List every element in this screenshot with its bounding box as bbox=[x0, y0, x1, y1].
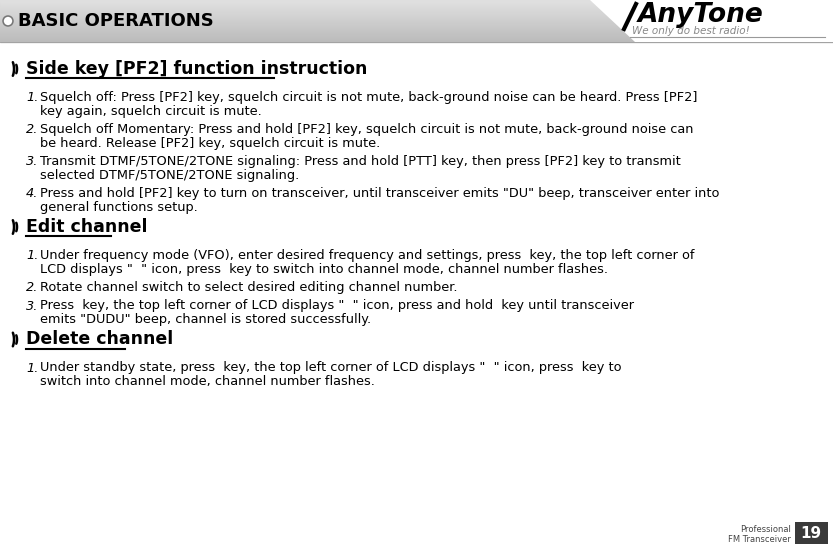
Text: switch into channel mode, channel number flashes.: switch into channel mode, channel number… bbox=[40, 375, 375, 388]
Bar bbox=[0, 20, 833, 21]
Bar bbox=[0, 30, 833, 31]
Text: Under frequency mode (VFO), enter desired frequency and settings, press  key, th: Under frequency mode (VFO), enter desire… bbox=[40, 249, 695, 262]
Text: Squelch off Momentary: Press and hold [PF2] key, squelch circuit is not mute, ba: Squelch off Momentary: Press and hold [P… bbox=[40, 123, 694, 136]
Text: emits "DUDU" beep, channel is stored successfully.: emits "DUDU" beep, channel is stored suc… bbox=[40, 313, 372, 326]
Bar bbox=[0, 41, 833, 42]
Text: be heard. Release [PF2] key, squelch circuit is mute.: be heard. Release [PF2] key, squelch cir… bbox=[40, 136, 380, 150]
Bar bbox=[0, 4, 833, 5]
Text: selected DTMF/5TONE/2TONE signaling.: selected DTMF/5TONE/2TONE signaling. bbox=[40, 168, 299, 182]
Bar bbox=[0, 24, 833, 25]
Bar bbox=[0, 16, 833, 17]
Polygon shape bbox=[590, 0, 833, 42]
Bar bbox=[0, 37, 833, 38]
Bar bbox=[0, 19, 833, 20]
Bar bbox=[0, 17, 833, 18]
Bar bbox=[0, 12, 833, 13]
Bar bbox=[0, 15, 833, 16]
Text: 3.: 3. bbox=[26, 300, 38, 312]
Bar bbox=[0, 8, 833, 9]
Text: AnyTone: AnyTone bbox=[638, 2, 764, 28]
Bar bbox=[0, 28, 833, 29]
Bar bbox=[0, 40, 833, 41]
Bar bbox=[0, 5, 833, 6]
Text: Press  key, the top left corner of LCD displays "  " icon, press and hold  key u: Press key, the top left corner of LCD di… bbox=[40, 300, 634, 312]
Bar bbox=[0, 13, 833, 14]
Text: 2.: 2. bbox=[26, 281, 38, 294]
Text: Squelch off: Press [PF2] key, squelch circuit is not mute, back-ground noise can: Squelch off: Press [PF2] key, squelch ci… bbox=[40, 91, 697, 104]
Text: 4.: 4. bbox=[26, 187, 38, 200]
Circle shape bbox=[3, 16, 13, 26]
Bar bbox=[0, 32, 833, 33]
Text: 2.: 2. bbox=[26, 123, 38, 136]
Bar bbox=[0, 34, 833, 35]
Bar bbox=[0, 21, 833, 22]
Bar bbox=[0, 7, 833, 8]
Bar bbox=[0, 10, 833, 11]
Bar bbox=[0, 36, 833, 37]
Bar bbox=[0, 14, 833, 15]
Bar bbox=[0, 1, 833, 2]
Bar bbox=[0, 27, 833, 28]
Bar bbox=[0, 18, 833, 19]
Bar bbox=[0, 29, 833, 30]
Text: 1.: 1. bbox=[26, 249, 38, 262]
Text: Professional: Professional bbox=[741, 524, 791, 533]
Bar bbox=[0, 0, 833, 1]
Bar bbox=[0, 3, 833, 4]
Text: FM Transceiver: FM Transceiver bbox=[728, 534, 791, 544]
Bar bbox=[0, 9, 833, 10]
Bar bbox=[0, 38, 833, 39]
Bar bbox=[0, 31, 833, 32]
Bar bbox=[0, 39, 833, 40]
Text: Rotate channel switch to select desired editing channel number.: Rotate channel switch to select desired … bbox=[40, 281, 457, 294]
Bar bbox=[0, 23, 833, 24]
Text: key again, squelch circuit is mute.: key again, squelch circuit is mute. bbox=[40, 104, 262, 118]
Text: 1.: 1. bbox=[26, 362, 38, 374]
Text: 1.: 1. bbox=[26, 91, 38, 104]
Bar bbox=[0, 6, 833, 7]
Text: Delete channel: Delete channel bbox=[26, 331, 173, 348]
Bar bbox=[0, 11, 833, 12]
Text: Side key [PF2] function instruction: Side key [PF2] function instruction bbox=[26, 60, 367, 78]
Bar bbox=[0, 35, 833, 36]
Text: 3.: 3. bbox=[26, 155, 38, 168]
Bar bbox=[0, 26, 833, 27]
Bar bbox=[795, 522, 828, 544]
Text: BASIC OPERATIONS: BASIC OPERATIONS bbox=[18, 12, 214, 30]
Bar bbox=[0, 22, 833, 23]
Text: Transmit DTMF/5TONE/2TONE signaling: Press and hold [PTT] key, then press [PF2] : Transmit DTMF/5TONE/2TONE signaling: Pre… bbox=[40, 155, 681, 168]
Bar bbox=[0, 2, 833, 3]
Text: Edit channel: Edit channel bbox=[26, 218, 147, 236]
Text: Under standby state, press  key, the top left corner of LCD displays "  " icon, : Under standby state, press key, the top … bbox=[40, 362, 621, 374]
Text: LCD displays "  " icon, press  key to switch into channel mode, channel number f: LCD displays " " icon, press key to swit… bbox=[40, 263, 608, 275]
Text: 19: 19 bbox=[801, 526, 821, 540]
Bar bbox=[0, 25, 833, 26]
Text: general functions setup.: general functions setup. bbox=[40, 200, 197, 214]
Text: Press and hold [PF2] key to turn on transceiver, until transceiver emits "DU" be: Press and hold [PF2] key to turn on tran… bbox=[40, 187, 720, 200]
Bar bbox=[0, 33, 833, 34]
Text: We only do best radio!: We only do best radio! bbox=[632, 26, 750, 36]
